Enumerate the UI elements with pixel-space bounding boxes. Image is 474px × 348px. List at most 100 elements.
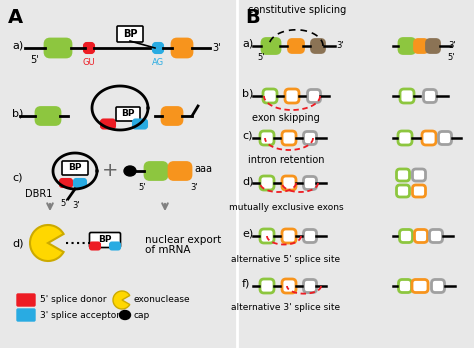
FancyBboxPatch shape bbox=[311, 40, 325, 53]
FancyBboxPatch shape bbox=[36, 108, 60, 125]
FancyBboxPatch shape bbox=[74, 179, 86, 187]
Text: BP: BP bbox=[123, 29, 137, 39]
FancyBboxPatch shape bbox=[172, 39, 192, 57]
FancyBboxPatch shape bbox=[153, 43, 163, 53]
FancyBboxPatch shape bbox=[282, 176, 296, 190]
Text: alternative 3' splice site: alternative 3' splice site bbox=[231, 303, 340, 313]
Text: BP: BP bbox=[68, 164, 82, 173]
Text: nuclear export: nuclear export bbox=[145, 235, 221, 245]
Text: alternative 5' splice site: alternative 5' splice site bbox=[231, 254, 340, 263]
Text: e): e) bbox=[242, 229, 253, 239]
Text: c): c) bbox=[242, 131, 253, 141]
Text: intron retention: intron retention bbox=[248, 155, 324, 165]
FancyBboxPatch shape bbox=[429, 229, 443, 243]
FancyBboxPatch shape bbox=[398, 131, 412, 145]
Text: mutually exclusive exons: mutually exclusive exons bbox=[228, 203, 343, 212]
Text: +: + bbox=[102, 161, 118, 181]
FancyBboxPatch shape bbox=[84, 43, 94, 53]
FancyBboxPatch shape bbox=[17, 294, 35, 306]
FancyBboxPatch shape bbox=[282, 131, 296, 145]
FancyBboxPatch shape bbox=[17, 309, 35, 321]
Ellipse shape bbox=[119, 310, 130, 319]
FancyBboxPatch shape bbox=[116, 107, 140, 121]
FancyBboxPatch shape bbox=[427, 40, 439, 53]
FancyBboxPatch shape bbox=[289, 40, 303, 53]
Text: 5': 5' bbox=[447, 53, 455, 62]
FancyBboxPatch shape bbox=[45, 39, 71, 57]
Text: 5': 5' bbox=[138, 183, 146, 192]
Text: exonuclease: exonuclease bbox=[134, 295, 191, 304]
FancyBboxPatch shape bbox=[169, 163, 191, 180]
Text: BP: BP bbox=[121, 110, 135, 119]
Text: c): c) bbox=[12, 173, 22, 183]
FancyBboxPatch shape bbox=[110, 243, 120, 250]
Text: cap: cap bbox=[134, 310, 150, 319]
FancyBboxPatch shape bbox=[263, 89, 277, 103]
Text: A: A bbox=[8, 8, 23, 27]
FancyBboxPatch shape bbox=[431, 279, 445, 293]
Text: 3': 3' bbox=[448, 41, 456, 50]
FancyBboxPatch shape bbox=[262, 39, 280, 54]
FancyBboxPatch shape bbox=[396, 169, 410, 181]
Text: B: B bbox=[245, 8, 260, 27]
FancyBboxPatch shape bbox=[412, 185, 426, 197]
FancyBboxPatch shape bbox=[260, 229, 274, 243]
Text: 5' splice donor: 5' splice donor bbox=[40, 295, 107, 304]
FancyBboxPatch shape bbox=[412, 279, 428, 293]
FancyBboxPatch shape bbox=[285, 89, 299, 103]
Wedge shape bbox=[113, 291, 130, 309]
FancyBboxPatch shape bbox=[282, 279, 296, 293]
FancyBboxPatch shape bbox=[90, 232, 120, 247]
Text: DBR1: DBR1 bbox=[25, 189, 52, 199]
Text: 3' splice acceptor: 3' splice acceptor bbox=[40, 310, 120, 319]
Text: d): d) bbox=[242, 176, 254, 186]
Text: of mRNA: of mRNA bbox=[145, 245, 191, 255]
Text: b): b) bbox=[12, 109, 23, 119]
FancyBboxPatch shape bbox=[303, 279, 317, 293]
FancyBboxPatch shape bbox=[399, 39, 415, 54]
Text: BP: BP bbox=[98, 236, 112, 245]
FancyBboxPatch shape bbox=[162, 108, 182, 125]
FancyBboxPatch shape bbox=[117, 26, 143, 42]
FancyBboxPatch shape bbox=[422, 131, 436, 145]
Text: 3': 3' bbox=[190, 183, 198, 192]
Ellipse shape bbox=[124, 166, 136, 176]
Text: d): d) bbox=[12, 238, 24, 248]
FancyBboxPatch shape bbox=[308, 89, 320, 103]
Text: 5': 5' bbox=[257, 53, 264, 62]
Text: 5': 5' bbox=[60, 199, 67, 208]
FancyBboxPatch shape bbox=[400, 89, 414, 103]
Text: a): a) bbox=[242, 39, 253, 49]
FancyBboxPatch shape bbox=[260, 279, 274, 293]
Text: a): a) bbox=[12, 41, 23, 51]
FancyBboxPatch shape bbox=[400, 229, 412, 243]
Text: 3': 3' bbox=[336, 41, 344, 50]
Text: aaa: aaa bbox=[194, 164, 212, 174]
FancyBboxPatch shape bbox=[133, 119, 147, 128]
FancyBboxPatch shape bbox=[438, 132, 452, 144]
FancyBboxPatch shape bbox=[303, 229, 317, 243]
FancyBboxPatch shape bbox=[145, 163, 167, 180]
FancyBboxPatch shape bbox=[399, 279, 411, 293]
FancyBboxPatch shape bbox=[62, 161, 88, 175]
FancyBboxPatch shape bbox=[423, 89, 437, 103]
FancyBboxPatch shape bbox=[101, 119, 115, 128]
Text: 3': 3' bbox=[72, 201, 80, 210]
FancyBboxPatch shape bbox=[303, 132, 317, 144]
FancyBboxPatch shape bbox=[414, 40, 428, 53]
FancyBboxPatch shape bbox=[282, 229, 296, 243]
FancyBboxPatch shape bbox=[414, 229, 428, 243]
Text: GU: GU bbox=[82, 58, 95, 67]
FancyBboxPatch shape bbox=[260, 176, 274, 190]
Text: constitutive splicing: constitutive splicing bbox=[248, 5, 346, 15]
FancyBboxPatch shape bbox=[90, 243, 100, 250]
Text: AG: AG bbox=[152, 58, 164, 67]
Wedge shape bbox=[30, 225, 64, 261]
FancyBboxPatch shape bbox=[303, 176, 317, 190]
Text: 5': 5' bbox=[30, 55, 39, 65]
Text: f): f) bbox=[242, 279, 250, 289]
FancyBboxPatch shape bbox=[412, 169, 426, 181]
FancyBboxPatch shape bbox=[260, 131, 274, 145]
FancyBboxPatch shape bbox=[60, 179, 72, 187]
Text: exon skipping: exon skipping bbox=[252, 113, 320, 123]
